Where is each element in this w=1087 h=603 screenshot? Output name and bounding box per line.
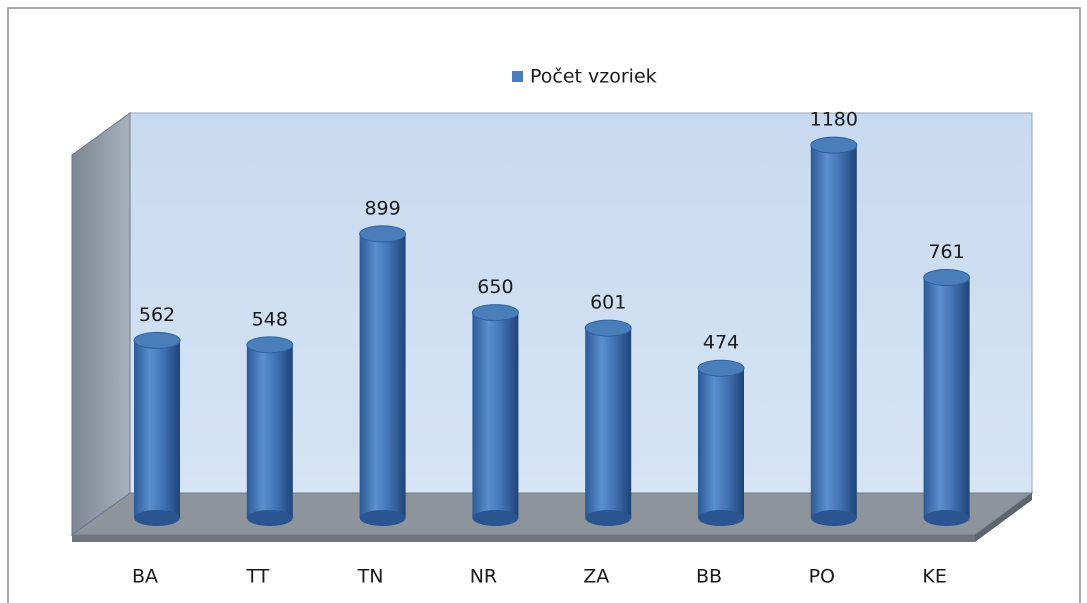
bar <box>923 277 970 518</box>
x-tick-label: BB <box>696 566 722 588</box>
legend-label: Počet vzoriek <box>530 66 657 88</box>
value-label: 899 <box>364 197 400 219</box>
bar-base <box>585 510 632 526</box>
bar-base <box>134 510 180 526</box>
floor-edge <box>975 493 1032 542</box>
bar-top <box>584 319 632 337</box>
value-label: 601 <box>590 292 626 314</box>
bar <box>246 344 293 518</box>
bar <box>585 328 632 518</box>
bars <box>133 136 971 526</box>
x-tick-label: BA <box>132 566 158 588</box>
bar-top <box>697 359 745 377</box>
bar-top <box>133 331 181 349</box>
value-label: 650 <box>477 276 513 298</box>
floor <box>70 492 1034 536</box>
floor-edge <box>72 535 975 542</box>
value-label: 562 <box>139 304 175 326</box>
bar-base <box>810 510 857 526</box>
value-label: 548 <box>252 308 288 330</box>
bar-base <box>923 510 970 526</box>
value-label: 761 <box>928 241 964 263</box>
bar-base <box>472 510 519 526</box>
bar-base <box>246 510 293 526</box>
bar <box>698 368 744 518</box>
x-tick-label: PO <box>809 566 835 588</box>
x-tick-label: NR <box>470 566 497 588</box>
value-label: 1180 <box>810 109 858 131</box>
side-wall <box>71 112 131 536</box>
bar-base <box>698 510 744 526</box>
bar-top <box>810 136 858 154</box>
x-tick-label: TT <box>245 566 269 588</box>
bar-base <box>359 510 406 526</box>
bar <box>359 233 406 518</box>
bar <box>472 312 519 518</box>
bar-top <box>923 269 971 287</box>
bar <box>810 145 857 518</box>
bar <box>134 340 180 518</box>
bar-top <box>359 225 407 243</box>
x-tick-label: TN <box>357 566 384 588</box>
bar-top <box>246 336 294 354</box>
value-label: 474 <box>703 332 739 354</box>
x-tick-label: KE <box>922 566 946 588</box>
x-tick-label: ZA <box>583 566 609 588</box>
bar-top <box>471 304 519 322</box>
legend-key <box>512 71 523 82</box>
